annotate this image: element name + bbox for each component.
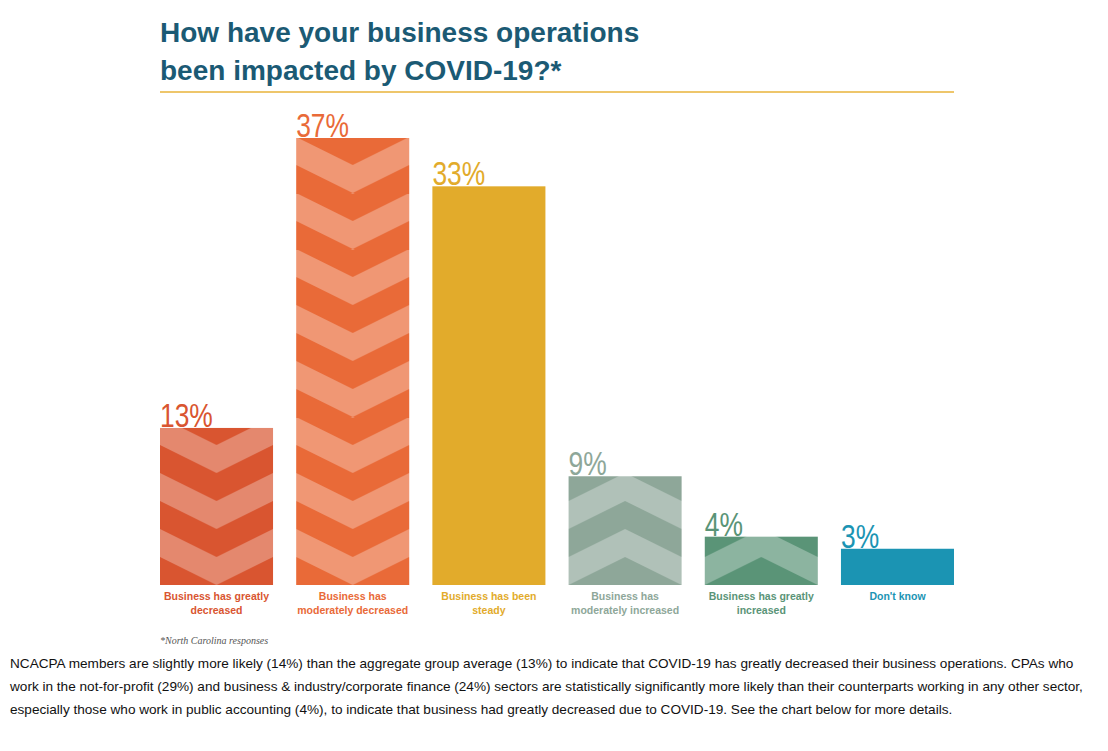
x-tick-label-line: increased: [737, 604, 786, 616]
x-tick-label-line: steady: [472, 604, 505, 616]
data-label: 3%: [841, 518, 879, 555]
x-tick: Business has been steady: [441, 590, 536, 616]
x-tick: Don't know: [869, 590, 926, 602]
x-tick-label: Don't know: [869, 590, 926, 602]
data-label: 9%: [569, 445, 607, 482]
x-tick: Business has moderately decreased: [297, 590, 408, 616]
x-tick-label-line: Business has greatly: [164, 590, 269, 602]
x-tick-label-line: Business has been: [441, 590, 536, 602]
x-tick: Business has greatly decreased: [164, 590, 269, 616]
data-label: 37%: [296, 107, 349, 144]
bar: [160, 428, 273, 585]
bar: [705, 537, 818, 585]
caption: NCACPA members are slightly more likely …: [10, 652, 1102, 721]
x-tick-label-line: Business has: [319, 590, 387, 602]
data-label: 13%: [160, 397, 213, 434]
footnote: *North Carolina responses: [160, 635, 268, 646]
x-tick-label-line: decreased: [191, 604, 243, 616]
x-tick-label: Business has moderately increased: [571, 590, 679, 616]
bar: [569, 476, 682, 585]
title: How have your business operations been im…: [160, 17, 639, 86]
title-line: How have your business operations: [160, 17, 639, 48]
x-tick-label: Business has been steady: [441, 590, 536, 616]
x-tick-label-line: moderately decreased: [297, 604, 408, 616]
title-line: been impacted by COVID-19?*: [160, 55, 562, 86]
bars: [160, 138, 954, 585]
x-tick: Business has moderately increased: [571, 590, 679, 616]
title-rule: [160, 91, 954, 93]
bar: [432, 186, 545, 585]
x-tick-label: Business has greatly increased: [709, 590, 814, 616]
x-tick-label-line: Business has: [591, 590, 659, 602]
x-tick-label: Business has moderately decreased: [297, 590, 408, 616]
data-label: 33%: [432, 155, 485, 192]
x-tick-label: Business has greatly decreased: [164, 590, 269, 616]
chart: How have your business operations been im…: [0, 0, 1108, 751]
data-label: 4%: [705, 506, 743, 543]
data-labels: 13% 37% 33% 9% 4% 3%: [160, 107, 879, 555]
x-tick-label-line: Don't know: [869, 590, 926, 602]
x-tick: Business has greatly increased: [709, 590, 814, 616]
x-tick-label-line: moderately increased: [571, 604, 679, 616]
x-tick-label-line: Business has greatly: [709, 590, 814, 602]
bar: [296, 138, 409, 585]
x-axis: Business has greatlydecreasedBusiness ha…: [164, 590, 926, 616]
